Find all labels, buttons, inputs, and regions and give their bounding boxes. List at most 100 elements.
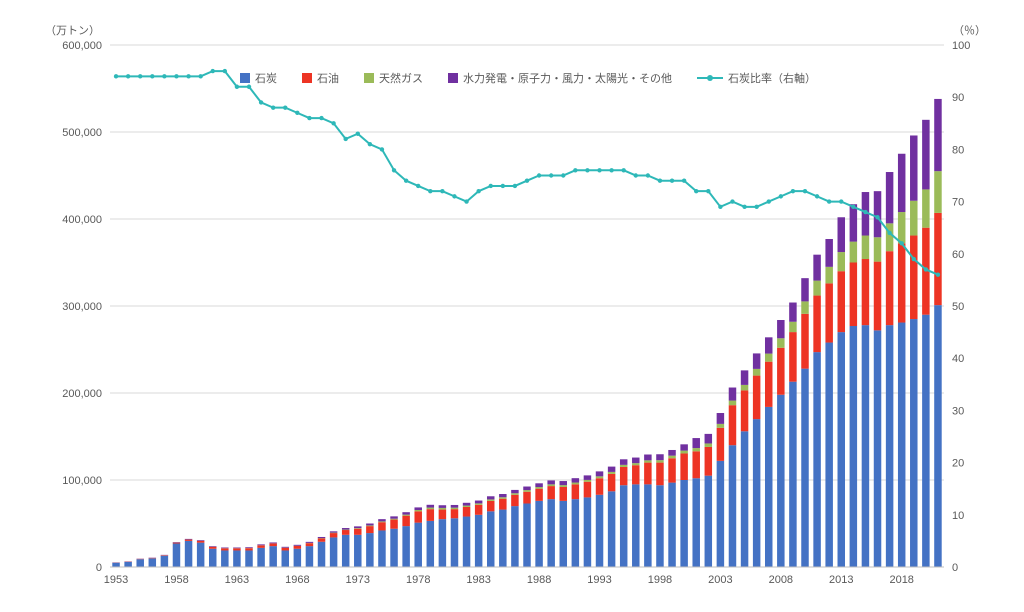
bar-other (402, 512, 409, 514)
bar-other (511, 490, 518, 493)
bar-gas (535, 487, 542, 489)
bar-coal (378, 530, 385, 567)
bar-other (620, 459, 627, 465)
bar-other (209, 546, 216, 547)
bar-oil (862, 259, 869, 325)
legend-label-oil: 石油 (317, 70, 339, 86)
bar-oil (560, 487, 567, 501)
ratio-marker (694, 189, 698, 193)
bar-coal (801, 369, 808, 567)
bar-other (825, 239, 832, 267)
bar-coal (342, 535, 349, 567)
bar-coal (547, 499, 554, 567)
bar-oil (535, 489, 542, 501)
bar-oil (306, 543, 313, 546)
svg-text:1953: 1953 (104, 574, 128, 586)
bar-coal (136, 559, 143, 567)
bar-other (523, 487, 530, 491)
ratio-marker (803, 189, 807, 193)
bar-oil (644, 463, 651, 485)
svg-text:60: 60 (952, 249, 964, 261)
bar-gas (511, 493, 518, 495)
bar-oil (777, 348, 784, 395)
bar-coal (777, 395, 784, 567)
ratio-marker (452, 194, 456, 198)
bar-gas (366, 525, 373, 526)
bar-coal (306, 546, 313, 567)
ratio-marker (356, 132, 360, 136)
ratio-marker (380, 147, 384, 151)
ratio-marker (573, 168, 577, 172)
bar-other (366, 524, 373, 526)
ratio-marker (634, 173, 638, 177)
svg-text:30: 30 (952, 405, 964, 417)
bar-gas (644, 460, 651, 462)
ratio-marker (730, 199, 734, 203)
bar-oil (366, 526, 373, 533)
bar-oil (620, 467, 627, 485)
ratio-marker (827, 199, 831, 203)
bar-coal (185, 541, 192, 567)
bar-other (439, 505, 446, 508)
legend-line-ratio (697, 77, 723, 79)
bar-coal (233, 550, 240, 567)
bar-other (378, 519, 385, 521)
bar-oil (801, 314, 808, 369)
ratio-marker (259, 100, 263, 104)
bar-gas (934, 171, 941, 213)
bar-coal (572, 499, 579, 567)
bar-gas (463, 506, 470, 507)
bar-other (185, 539, 192, 540)
bar-other (257, 544, 264, 545)
bar-oil (572, 484, 579, 499)
svg-text:40: 40 (952, 353, 964, 365)
bar-oil (668, 458, 675, 482)
bar-coal (161, 556, 168, 567)
bar-gas (886, 223, 893, 251)
bar-gas (874, 237, 881, 261)
bar-oil (499, 499, 506, 510)
bar-other (668, 450, 675, 456)
bar-coal (282, 550, 289, 567)
bar-coal (874, 330, 881, 567)
bar-other (547, 480, 554, 484)
bar-other (221, 548, 228, 549)
bar-other (499, 494, 506, 497)
ratio-marker (851, 205, 855, 209)
bar-gas (427, 508, 434, 510)
bar-oil (402, 516, 409, 526)
bar-oil (161, 555, 168, 556)
bar-gas (753, 369, 760, 376)
ratio-marker (404, 179, 408, 183)
bar-oil (753, 376, 760, 420)
bar-other (874, 191, 881, 237)
bar-other (850, 204, 857, 241)
bar-gas (632, 463, 639, 465)
bar-oil (838, 271, 845, 332)
bar-coal (487, 511, 494, 567)
bar-coal (741, 431, 748, 567)
bar-gas (499, 497, 506, 498)
bar-coal (124, 562, 131, 567)
bar-oil (632, 465, 639, 484)
bar-oil (910, 236, 917, 320)
bar-coal (149, 558, 156, 567)
legend-swatch-coal (240, 73, 250, 83)
bar-other (886, 172, 893, 223)
bar-other (813, 255, 820, 281)
ratio-marker (658, 179, 662, 183)
bar-coal (596, 495, 603, 567)
bar-oil (342, 530, 349, 535)
ratio-marker (235, 85, 239, 89)
bar-gas (560, 485, 567, 487)
bar-coal (560, 501, 567, 567)
ratio-marker (150, 74, 154, 78)
bar-oil (209, 547, 216, 549)
ratio-marker (936, 272, 940, 276)
bar-other (414, 507, 421, 510)
bar-coal (680, 480, 687, 567)
bar-coal (934, 305, 941, 567)
ratio-marker (863, 210, 867, 214)
legend-label-coal: 石炭 (255, 70, 277, 86)
bar-coal (898, 323, 905, 567)
